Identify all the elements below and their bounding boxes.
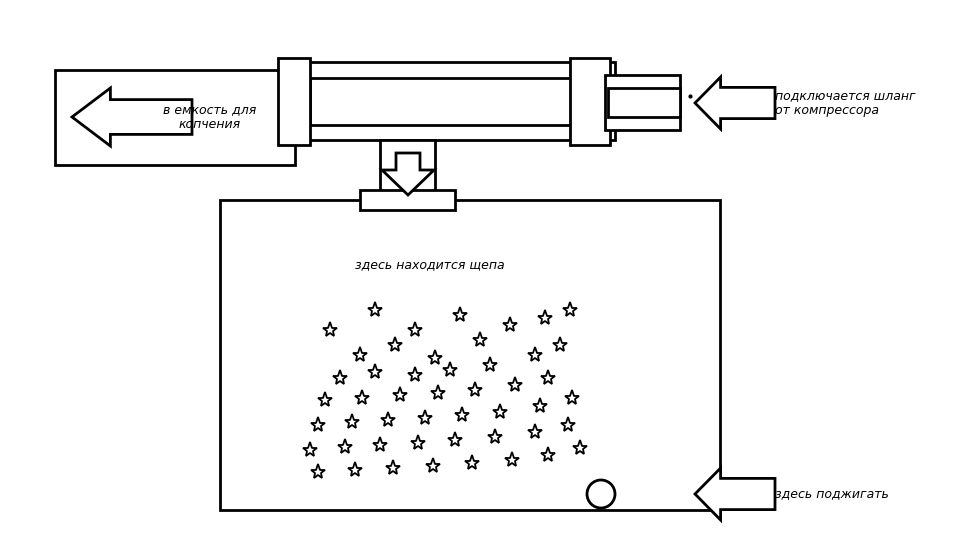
Circle shape: [587, 480, 615, 508]
Polygon shape: [695, 77, 775, 129]
Text: здесь поджигать: здесь поджигать: [775, 487, 889, 501]
Polygon shape: [695, 468, 775, 520]
Bar: [55, 70, 295, 165]
Text: в емкость для
копчения: в емкость для копчения: [163, 103, 256, 131]
Polygon shape: [382, 153, 434, 195]
Bar: [295, 62, 615, 140]
Bar: [608, 88, 680, 117]
Bar: [360, 190, 455, 210]
Bar: [605, 75, 680, 130]
Bar: [380, 140, 435, 200]
Bar: [220, 200, 720, 510]
Bar: [570, 58, 610, 145]
Text: здесь находится щепа: здесь находится щепа: [355, 258, 505, 271]
Text: подключается шланг
от компрессора: подключается шланг от компрессора: [775, 89, 916, 117]
Bar: [310, 78, 605, 125]
Bar: [278, 58, 310, 145]
Polygon shape: [72, 88, 192, 146]
